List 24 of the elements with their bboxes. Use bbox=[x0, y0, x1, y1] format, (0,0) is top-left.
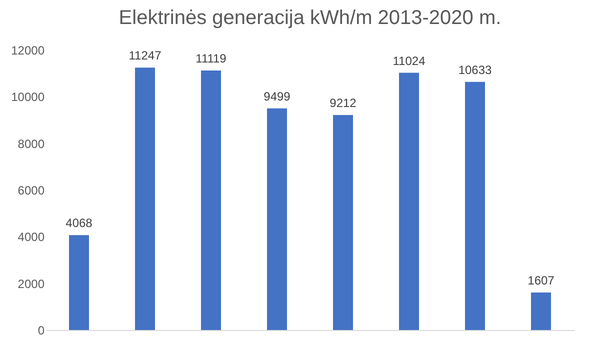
y-tick-label: 4000 bbox=[18, 230, 45, 244]
bar bbox=[267, 108, 287, 330]
data-label: 11024 bbox=[392, 54, 426, 68]
bar bbox=[201, 70, 221, 330]
bar bbox=[465, 82, 485, 330]
data-label: 10633 bbox=[458, 62, 492, 77]
data-label: 4068 bbox=[66, 216, 93, 230]
bar bbox=[135, 68, 155, 330]
bar bbox=[333, 115, 353, 330]
bar bbox=[399, 72, 419, 330]
data-label: 9212 bbox=[330, 96, 357, 110]
data-label: 1607 bbox=[528, 274, 555, 288]
data-label: 11119 bbox=[196, 52, 227, 66]
y-tick-label: 2000 bbox=[18, 276, 45, 291]
data-label: 9499 bbox=[264, 89, 291, 104]
y-tick-label: 10000 bbox=[11, 90, 45, 104]
y-tick-label: 12000 bbox=[11, 44, 45, 58]
y-tick-label: 0 bbox=[38, 324, 45, 338]
chart-title: Elektrinės generacija kWh/m 2013-2020 m. bbox=[118, 7, 502, 29]
data-label: 11247 bbox=[128, 48, 162, 63]
bar bbox=[531, 292, 551, 330]
y-tick-label: 6000 bbox=[18, 184, 45, 198]
bar bbox=[69, 235, 89, 330]
y-tick-label: 8000 bbox=[18, 136, 45, 151]
